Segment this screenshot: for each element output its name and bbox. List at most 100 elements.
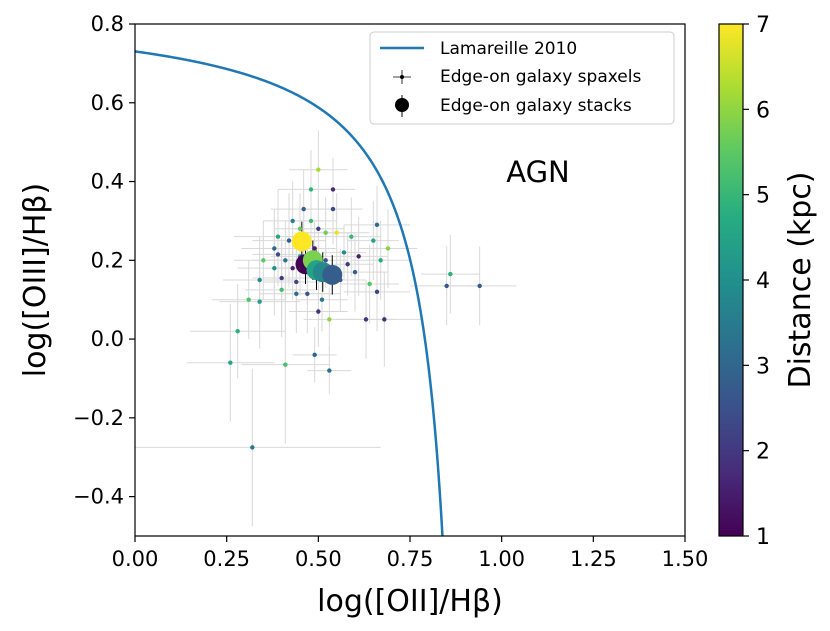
- spaxel-point: [279, 287, 284, 293]
- spaxel-point: [257, 299, 262, 304]
- legend-spaxel-marker-icon: [400, 75, 404, 79]
- y-tick-label: −0.4: [73, 485, 124, 509]
- spaxel-point: [279, 275, 284, 281]
- y-axis-label: log([OIII]/Hβ): [18, 183, 53, 378]
- spaxel-point: [297, 226, 303, 231]
- colorbar-tick-label: 6: [756, 98, 770, 123]
- spaxel-point: [235, 329, 240, 334]
- spaxel-point: [283, 362, 288, 367]
- spaxel-point: [312, 352, 317, 358]
- agn-annotation: AGN: [506, 155, 570, 189]
- spaxel-point: [275, 234, 281, 239]
- y-tick-label: −0.2: [73, 406, 124, 430]
- spaxel-point: [275, 252, 281, 257]
- lamareille-curve: [135, 50, 444, 536]
- legend-stack-marker-icon: [395, 98, 409, 112]
- colorbar-tick-label: 2: [756, 440, 770, 465]
- spaxel-point: [349, 234, 354, 239]
- spaxel-point: [371, 238, 376, 243]
- spaxel-point: [294, 279, 299, 285]
- spaxel-point: [257, 277, 262, 283]
- spaxel-point: [330, 206, 336, 212]
- spaxel-point: [382, 317, 387, 322]
- spaxel-point: [363, 317, 369, 322]
- colorbar-tick-label: 5: [756, 184, 770, 209]
- spaxel-point: [308, 218, 314, 224]
- spaxel-point: [374, 222, 380, 228]
- spaxel-point: [312, 246, 317, 251]
- spaxel-point: [345, 262, 350, 267]
- y-tick-label: 0.6: [91, 91, 124, 115]
- spaxel-point: [330, 187, 336, 192]
- x-tick-label: 0.75: [387, 547, 434, 571]
- spaxel-point: [367, 281, 372, 287]
- spaxel-point: [334, 230, 339, 235]
- x-tick-label: 0.50: [295, 547, 342, 571]
- curve-layer: [135, 50, 444, 536]
- colorbar-gradient: [719, 24, 743, 536]
- spaxel-point: [305, 291, 310, 296]
- spaxel-point: [283, 258, 288, 263]
- spaxel-point: [308, 187, 314, 192]
- spaxel-point: [290, 265, 295, 271]
- x-tick-label: 1.25: [570, 547, 617, 571]
- spaxel-point: [352, 269, 358, 275]
- spaxel-point: [356, 254, 361, 259]
- spaxel-point: [286, 238, 292, 243]
- spaxel-point: [341, 250, 347, 255]
- spaxel-point: [323, 258, 328, 263]
- colorbar-tick-label: 1: [756, 525, 770, 550]
- y-tick-label: 0.4: [91, 170, 124, 194]
- x-tick-label: 0.25: [203, 547, 250, 571]
- y-tick-label: 0.0: [91, 327, 124, 351]
- spaxel-point: [319, 297, 325, 302]
- spaxel-point: [250, 445, 255, 450]
- y-axis-ticks: −0.4 −0.2 0.0 0.2 0.4 0.6 0.8: [73, 12, 135, 509]
- error-bars: [135, 130, 517, 527]
- plot-area: 0.00 0.25 0.50 0.75 1.00 1.25 1.50 −0.4 −0.2 0.0…: [73, 12, 708, 571]
- spaxel-point: [385, 246, 391, 251]
- spaxel-point: [228, 360, 233, 365]
- stack-point: [291, 231, 312, 252]
- spaxel-point: [327, 317, 332, 322]
- x-tick-label: 0.00: [112, 547, 159, 571]
- legend: Lamareille 2010 Edge-on galaxy spaxels E…: [369, 31, 675, 125]
- spaxel-point: [316, 167, 321, 172]
- spaxel-point: [448, 271, 453, 277]
- spaxel-point: [444, 283, 449, 289]
- legend-box: [369, 31, 675, 125]
- colorbar-ticks: 1 2 3 4 5 6 7: [743, 13, 770, 550]
- spaxel-point: [378, 258, 383, 263]
- x-tick-label: 1.50: [662, 547, 709, 571]
- colorbar-tick-label: 3: [756, 354, 770, 379]
- spaxel-points: [228, 167, 482, 450]
- y-tick-label: 0.8: [91, 12, 124, 36]
- spaxel-point: [261, 258, 266, 263]
- stack-points: [291, 231, 343, 285]
- spaxel-point: [316, 309, 321, 314]
- colorbar-tick-label: 7: [756, 13, 770, 38]
- x-tick-label: 1.00: [478, 547, 525, 571]
- spaxel-point: [374, 289, 380, 295]
- spaxel-point: [246, 297, 251, 302]
- colorbar: 1 2 3 4 5 6 7 Distance (kpc): [718, 13, 818, 550]
- x-axis-ticks: 0.00 0.25 0.50 0.75 1.00 1.25 1.50: [112, 536, 709, 571]
- spaxel-point: [272, 265, 277, 271]
- stack-point: [322, 264, 343, 285]
- colorbar-label: Distance (kpc): [783, 171, 818, 388]
- spaxel-point: [301, 206, 306, 212]
- y-tick-label: 0.2: [91, 248, 124, 272]
- spaxel-point: [294, 291, 299, 296]
- spaxel-point: [327, 368, 332, 373]
- spaxel-point: [323, 230, 328, 235]
- legend-entry-lamareille: Lamareille 2010: [440, 39, 577, 59]
- x-axis-label: log([OII]/Hβ): [317, 584, 503, 619]
- spaxel-point: [477, 283, 482, 289]
- colorbar-tick-label: 4: [756, 269, 770, 294]
- spaxel-point: [272, 246, 277, 251]
- spaxel-point: [316, 226, 321, 231]
- legend-entry-spaxels: Edge-on galaxy spaxels: [440, 67, 641, 87]
- legend-entry-stacks: Edge-on galaxy stacks: [440, 96, 632, 116]
- spaxel-point: [290, 218, 295, 224]
